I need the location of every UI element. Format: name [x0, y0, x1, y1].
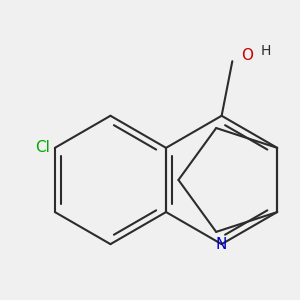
Text: N: N [216, 237, 227, 252]
Text: O: O [241, 48, 253, 63]
Text: H: H [260, 44, 271, 58]
Text: Cl: Cl [35, 140, 50, 155]
